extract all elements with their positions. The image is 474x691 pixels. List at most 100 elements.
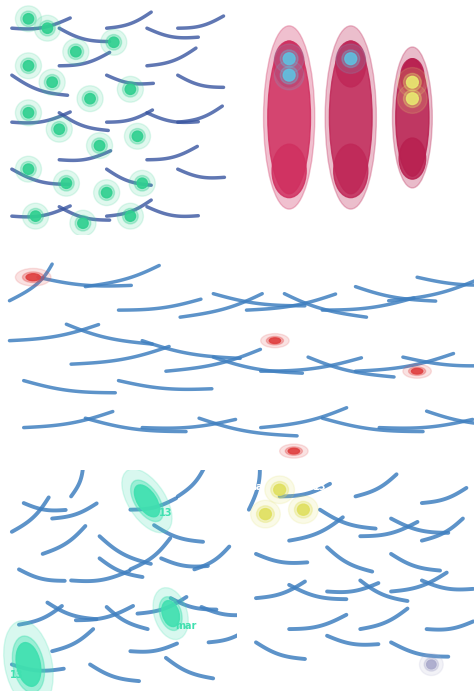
Circle shape <box>23 108 34 118</box>
Circle shape <box>122 209 138 224</box>
Circle shape <box>40 21 55 36</box>
Text: mar: mar <box>133 255 154 265</box>
Circle shape <box>61 178 72 189</box>
Ellipse shape <box>16 643 41 686</box>
Ellipse shape <box>159 597 182 630</box>
Circle shape <box>342 50 360 68</box>
Circle shape <box>15 6 41 32</box>
Text: E: E <box>244 3 254 17</box>
Circle shape <box>269 338 281 343</box>
Circle shape <box>20 58 36 73</box>
Circle shape <box>273 484 285 495</box>
Circle shape <box>336 44 365 73</box>
Circle shape <box>91 138 107 153</box>
Ellipse shape <box>131 480 163 522</box>
Circle shape <box>297 504 309 515</box>
Circle shape <box>424 658 438 671</box>
Text: 13: 13 <box>159 509 172 518</box>
Circle shape <box>406 77 418 88</box>
Circle shape <box>39 69 65 95</box>
Ellipse shape <box>329 41 372 194</box>
Ellipse shape <box>399 138 426 179</box>
Text: 13: 13 <box>9 670 23 680</box>
Ellipse shape <box>396 59 429 176</box>
Text: mar: mar <box>175 621 197 631</box>
Circle shape <box>118 203 143 229</box>
Circle shape <box>135 176 150 191</box>
Circle shape <box>398 84 427 113</box>
Text: D: D <box>7 3 18 17</box>
Ellipse shape <box>268 41 310 194</box>
Circle shape <box>15 100 41 126</box>
Ellipse shape <box>401 59 424 94</box>
Circle shape <box>259 509 271 520</box>
Circle shape <box>94 140 105 151</box>
Circle shape <box>75 216 91 231</box>
Circle shape <box>42 23 53 33</box>
Circle shape <box>71 46 81 57</box>
Circle shape <box>15 156 41 182</box>
Circle shape <box>124 124 150 149</box>
Ellipse shape <box>334 144 368 198</box>
Circle shape <box>99 185 115 200</box>
Circle shape <box>285 447 302 455</box>
Circle shape <box>137 178 147 189</box>
Circle shape <box>106 35 121 50</box>
Text: 13: 13 <box>313 482 326 492</box>
Circle shape <box>125 84 136 95</box>
Circle shape <box>68 44 83 59</box>
Circle shape <box>45 75 60 90</box>
Text: C: C <box>5 238 15 252</box>
Circle shape <box>280 444 308 458</box>
Circle shape <box>109 37 119 48</box>
Circle shape <box>261 334 289 348</box>
Text: mar: mar <box>166 218 187 227</box>
Text: mar: mar <box>246 482 268 492</box>
Circle shape <box>411 368 423 374</box>
Circle shape <box>53 171 79 196</box>
Circle shape <box>101 187 112 198</box>
Ellipse shape <box>392 47 432 188</box>
Circle shape <box>398 68 427 97</box>
Circle shape <box>403 90 421 108</box>
Circle shape <box>403 73 421 91</box>
Text: A: A <box>7 472 18 486</box>
Circle shape <box>419 654 443 676</box>
Ellipse shape <box>325 26 376 209</box>
Circle shape <box>100 30 127 55</box>
Circle shape <box>47 77 57 87</box>
Circle shape <box>403 364 431 378</box>
Circle shape <box>294 502 312 518</box>
Circle shape <box>283 69 295 81</box>
Circle shape <box>86 133 112 159</box>
Circle shape <box>274 61 304 90</box>
Circle shape <box>20 11 36 26</box>
Circle shape <box>132 131 143 142</box>
Circle shape <box>63 39 89 65</box>
Ellipse shape <box>162 600 180 627</box>
Circle shape <box>26 274 40 281</box>
Circle shape <box>82 91 98 106</box>
Circle shape <box>27 209 43 224</box>
Circle shape <box>70 210 96 236</box>
Circle shape <box>125 211 136 221</box>
Circle shape <box>409 367 426 375</box>
Circle shape <box>288 448 300 454</box>
Circle shape <box>266 337 283 345</box>
Circle shape <box>271 482 289 498</box>
Circle shape <box>427 660 436 669</box>
Circle shape <box>118 77 143 102</box>
Ellipse shape <box>135 485 159 517</box>
Circle shape <box>20 162 36 177</box>
Ellipse shape <box>153 587 188 640</box>
Circle shape <box>94 180 119 206</box>
Circle shape <box>46 116 72 142</box>
Ellipse shape <box>4 621 53 691</box>
Ellipse shape <box>272 144 306 198</box>
Circle shape <box>35 15 61 41</box>
Circle shape <box>274 44 304 73</box>
Circle shape <box>30 211 41 221</box>
Ellipse shape <box>336 41 365 87</box>
Ellipse shape <box>264 26 315 209</box>
Circle shape <box>23 272 44 283</box>
